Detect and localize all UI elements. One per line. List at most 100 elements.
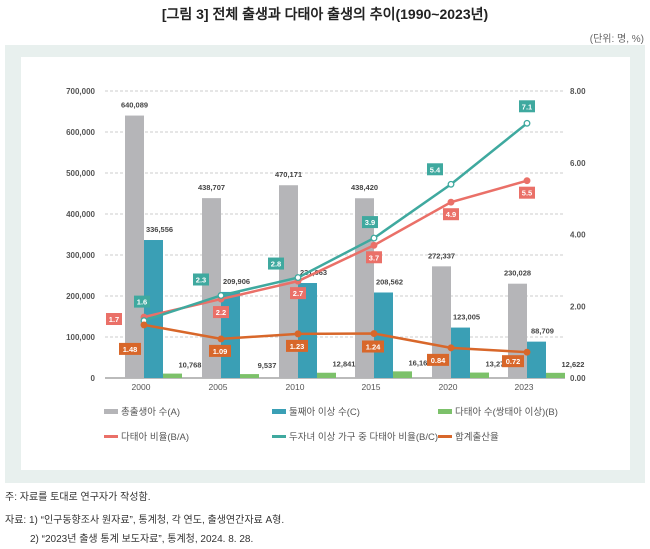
bar-value-label: 9,537	[258, 361, 277, 370]
line-value-box	[134, 295, 150, 308]
line-value-box	[502, 355, 524, 368]
bar	[317, 372, 336, 378]
bar	[163, 373, 182, 378]
bar-value-label: 230,028	[504, 269, 531, 278]
bar	[470, 372, 489, 378]
bar	[144, 240, 163, 378]
x-tick-label: 2020	[439, 382, 458, 392]
x-tick-label: 2000	[132, 382, 151, 392]
figure-title: [그림 3] 전체 출생과 다태아 출생의 추이(1990~2023년)	[161, 6, 489, 22]
line-point	[447, 344, 455, 352]
bar	[298, 283, 317, 378]
bar-value-label: 12,841	[333, 360, 356, 369]
line-value-box	[519, 100, 535, 113]
series-line	[143, 179, 528, 319]
line-value-label: 2.3	[196, 275, 206, 284]
line-value-label: 5.4	[430, 165, 441, 174]
bar	[508, 283, 527, 378]
bar	[546, 372, 565, 378]
bar-value-label: 208,562	[376, 277, 403, 286]
x-tick-label: 2010	[286, 382, 305, 392]
legend-label: 총출생아 수(A)	[121, 407, 181, 418]
line-value-box	[290, 287, 306, 300]
line-point	[447, 180, 455, 188]
line-value-box	[209, 344, 231, 357]
line-value-label: 3.7	[369, 253, 379, 262]
bar	[451, 327, 470, 378]
bar	[125, 115, 144, 378]
line-value-label: 1.23	[290, 342, 305, 351]
line-point	[370, 234, 378, 242]
line-point	[294, 274, 302, 281]
bar-value-label: 88,709	[531, 327, 554, 336]
left-tick-label: 100,000	[66, 333, 95, 342]
line-value-box	[362, 216, 378, 229]
line-value-label: 0.72	[506, 357, 521, 366]
bar-value-label: 470,171	[275, 170, 302, 179]
line-value-label: 2.8	[271, 260, 281, 269]
line-value-box	[193, 273, 209, 286]
left-tick-label: 400,000	[66, 210, 95, 219]
legend-item-multiple-births: 다태아 수(쌍태아 이상)(B)	[438, 404, 558, 418]
line-point	[370, 330, 378, 337]
line-value-label: 1.7	[109, 315, 119, 324]
legend-label: 둘째아 이상 수(C)	[289, 407, 360, 418]
bar	[221, 291, 240, 378]
line-value-box	[268, 257, 284, 270]
line-point	[523, 119, 531, 127]
line-value-label: 3.9	[365, 218, 375, 227]
legend-item-second-births: 둘째아 이상 수(C)	[272, 404, 360, 418]
line-value-box	[286, 339, 308, 352]
line-value-box	[366, 251, 382, 264]
note: 주: 자료를 토대로 연구자가 작성함.	[5, 492, 151, 503]
line-value-label: 1.24	[366, 343, 381, 352]
legend-item-tfr: 합계출산율	[438, 429, 499, 443]
unit-label: (단위: 명, %)	[589, 34, 644, 45]
line-point	[294, 330, 302, 338]
line-value-box	[106, 313, 122, 326]
line-value-label: 2.7	[293, 289, 303, 298]
bar	[432, 266, 451, 378]
x-tick-label: 2005	[209, 382, 228, 392]
line-point	[447, 198, 455, 206]
bar-value-label: 13,277	[486, 360, 509, 369]
bar	[202, 198, 221, 378]
legend-label: 합계출산율	[455, 432, 499, 443]
bar-value-label: 438,707	[198, 183, 225, 192]
line-value-box	[213, 306, 229, 319]
line-value-label: 1.09	[213, 347, 228, 356]
legend-item-multiple-ratio: 다태아 비율(B/A)	[104, 429, 189, 443]
bar-value-label: 12,622	[562, 360, 585, 369]
line-point	[523, 177, 531, 185]
left-tick-label: 0	[91, 374, 96, 383]
left-tick-label: 200,000	[66, 292, 95, 301]
line-point	[523, 348, 531, 356]
bar-value-label: 640,089	[121, 101, 148, 110]
line-value-label: 0.84	[431, 356, 446, 365]
series-line	[143, 323, 528, 354]
legend-label: 다태아 비율(B/A)	[121, 432, 189, 443]
legend-item-total-births: 총출생아 수(A)	[104, 404, 180, 418]
line-value-label: 2.2	[216, 308, 226, 317]
line-value-label: 1.6	[137, 298, 147, 307]
left-tick-label: 500,000	[66, 169, 95, 178]
line-point	[140, 321, 148, 329]
series-line	[143, 122, 528, 322]
bar-value-label: 16,166	[409, 358, 432, 367]
right-tick-label: 8.00	[570, 87, 586, 96]
left-tick-label: 700,000	[66, 87, 95, 96]
right-tick-label: 2.00	[570, 302, 586, 311]
legend-item-multiple-ratio-2plus: 두자녀 이상 가구 중 다태아 비율(B/C)	[272, 429, 438, 443]
bar	[527, 341, 546, 378]
bar	[279, 185, 298, 378]
bar-value-label: 438,420	[351, 183, 378, 192]
right-tick-label: 4.00	[570, 231, 586, 240]
x-tick-label: 2015	[362, 382, 381, 392]
line-value-box	[427, 163, 443, 176]
bar-value-label: 336,556	[146, 225, 173, 234]
line-value-label: 5.5	[522, 189, 532, 198]
line-value-box	[362, 340, 384, 353]
source-2: 2) “2023년 출생 통계 보도자료”, 통계청, 2024. 8. 28.	[30, 534, 254, 545]
bar-value-label: 10,768	[179, 361, 202, 370]
x-tick-label: 2023	[515, 382, 534, 392]
